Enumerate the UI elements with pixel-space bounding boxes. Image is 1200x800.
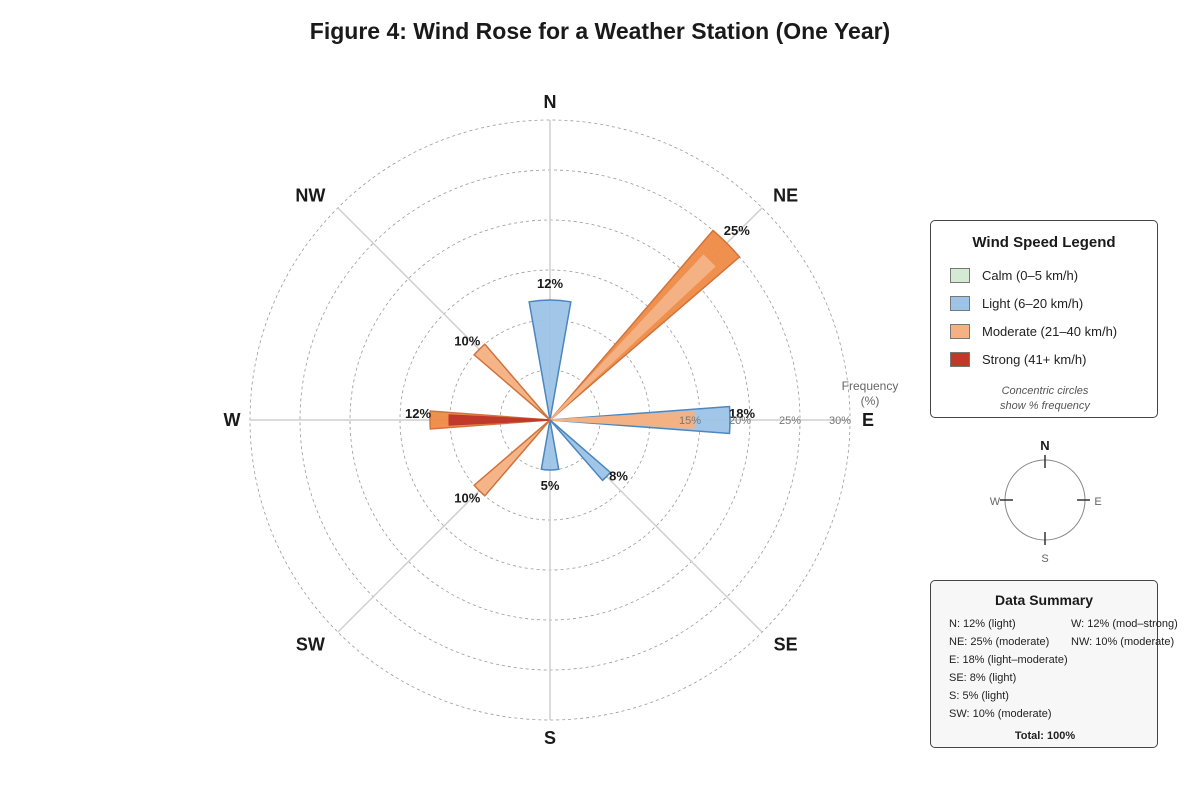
radial-axis-title: Frequency(%) [842,379,899,408]
radial-tick-label: 30% [829,415,851,427]
legend-swatch [950,295,970,311]
summary-line: NE: 25% (moderate) [949,636,1050,648]
direction-label-e: E [862,410,874,430]
compass-label-n: N [1040,438,1049,453]
petal-n [528,299,572,421]
chart-title: Figure 4: Wind Rose for a Weather Statio… [309,18,891,44]
compass-circle [1004,459,1086,541]
petal-sw [473,419,551,497]
legend-swatch [950,323,970,339]
legend-label: Calm (0–5 km/h) [982,267,1079,283]
compass-rose: N S E W [990,438,1102,565]
petal-ne-inner [549,254,716,421]
petal-w-inner [448,414,551,426]
petal-nw [473,343,551,421]
direction-labels: N NE E SE S SW W NW [224,92,875,748]
legend-item: Calm (0–5 km/h) [950,261,1157,289]
summary-line: N: 12% (light) [949,618,1016,630]
legend-item: Strong (41+ km/h) [950,345,1157,373]
direction-label-s: S [544,728,556,748]
summary-title: Data Summary [994,592,1094,608]
radial-tick-label: 15% [679,415,701,427]
compass-label-e: E [1094,496,1101,508]
radial-axis-title-line: Frequency [842,379,899,393]
legend-label: Moderate (21–40 km/h) [982,323,1118,339]
value-label-e: 18% [729,406,755,421]
data-summary-box: Data Summary N: 12% (light) NE: 25% (mode… [930,580,1178,748]
summary-line: SE: 8% (light) [949,672,1017,684]
direction-label-w: W [224,410,241,430]
value-label-nw: 10% [454,333,480,348]
petal-e-inner [549,411,695,429]
value-label-sw: 10% [454,491,480,506]
legend-item: Moderate (21–40 km/h) [950,317,1157,345]
compass-label-s: S [1041,553,1048,565]
petal-se [549,419,612,482]
value-label-s: 5% [541,478,560,493]
value-label-ne: 25% [724,223,750,238]
value-label-se: 8% [609,469,628,484]
legend-box: Wind Speed Legend Calm (0–5 km/h) Light (… [930,220,1158,418]
summary-total: Total: 100% [1014,730,1076,742]
direction-label-ne: NE [773,185,798,205]
value-labels: 12% 25% 18% 8% 5% 10% 12% 10% [405,223,755,505]
radial-tick-label: 25% [779,415,801,427]
legend-note: Concentric circles show % frequency [931,384,1159,414]
summary-line: W: 12% (mod–strong) [1071,618,1178,630]
direction-label-se: SE [774,635,798,655]
legend-swatch [950,351,970,367]
wind-petals [429,229,741,497]
summary-line: S: 5% (light) [949,690,1009,702]
legend-title: Wind Speed Legend [972,234,1116,251]
petal-s [540,419,560,471]
legend-item: Light (6–20 km/h) [950,289,1157,317]
summary-line: SW: 10% (moderate) [949,708,1052,720]
legend-items: Calm (0–5 km/h) Light (6–20 km/h) Moderate… [950,261,1157,373]
compass-label-w: W [990,496,1001,508]
legend-note-line1: Concentric circles [1001,385,1089,397]
summary-line: NW: 10% (moderate) [1071,636,1175,648]
legend-note-line2: show % frequency [1000,400,1090,412]
summary-line: E: 18% (light–moderate) [949,654,1068,666]
legend-label: Light (6–20 km/h) [982,295,1084,311]
legend-label: Strong (41+ km/h) [982,351,1087,367]
direction-label-nw: NW [295,185,325,205]
value-label-n: 12% [537,276,563,291]
radial-tick-label: 20% [729,415,751,427]
radial-tick-labels: 15% 20% 25% 30% [679,415,851,427]
direction-label-sw: SW [296,635,325,655]
direction-label-n: N [544,92,557,112]
radial-axis-title-line: (%) [861,394,880,408]
legend-swatch [950,267,970,283]
value-label-w: 12% [405,406,431,421]
